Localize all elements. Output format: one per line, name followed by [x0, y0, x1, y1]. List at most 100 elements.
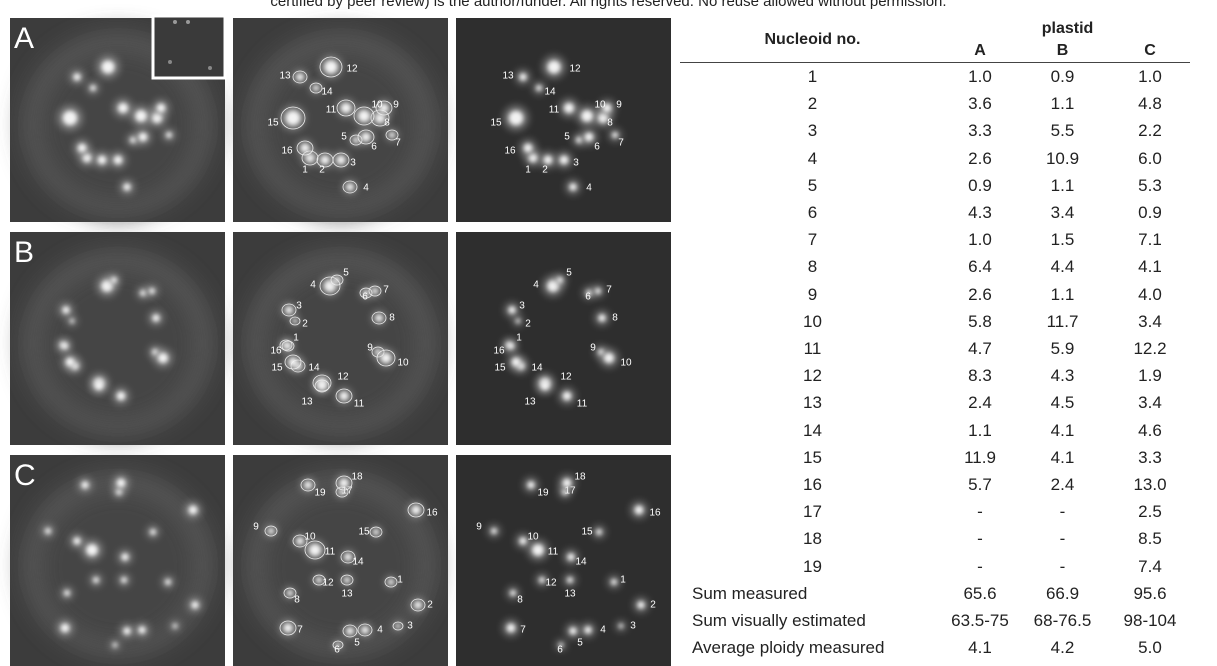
micrograph-grid: A123456789101112131415161234567891011121…: [0, 0, 675, 666]
cell: 1.1: [945, 417, 1015, 444]
nucleoid-label: 16: [426, 508, 438, 519]
nucleoid: [528, 482, 535, 489]
row-label: 16: [680, 471, 945, 498]
nucleoid: [596, 529, 602, 535]
nucleoid: [334, 277, 340, 283]
cell: 5.8: [945, 308, 1015, 335]
nucleoid: [325, 61, 338, 74]
nucleoid: [62, 343, 68, 349]
cell: 3.3: [1110, 444, 1190, 471]
nucleoid: [301, 144, 309, 152]
nucleoid-label: 14: [544, 87, 556, 98]
nucleoid-label: 18: [574, 472, 586, 483]
nucleoid: [96, 383, 103, 390]
nucleoid-label: 14: [575, 557, 587, 568]
nucleoid: [568, 554, 575, 561]
nucleoid: [612, 132, 618, 138]
nucleoid: [289, 358, 297, 366]
cell: 1.1: [1015, 172, 1110, 199]
nucleoid-label: 16: [649, 508, 661, 519]
cell: 68-76.5: [1015, 607, 1110, 634]
cell: 66.9: [1015, 580, 1110, 607]
micrograph-tile: 12345678910111213141516: [456, 18, 671, 222]
nucleoid: [149, 288, 155, 294]
row-label: 10: [680, 308, 945, 335]
nucleoid-label: 3: [519, 301, 525, 312]
cell: 4.1: [1110, 253, 1190, 280]
nucleoid-label: 4: [377, 625, 383, 636]
nucleoid: [372, 288, 378, 294]
nucleoid: [585, 627, 592, 634]
cell: 4.1: [945, 634, 1015, 661]
row-label: 17: [680, 498, 945, 525]
cell: 4.3: [1015, 362, 1110, 389]
nucleoid-label: 6: [594, 142, 600, 153]
table-row: 18--8.5: [680, 525, 1190, 552]
nucleoid: [78, 144, 86, 152]
nucleoid: [139, 627, 146, 634]
nucleoid-label: 4: [363, 183, 369, 194]
nucleoid: [157, 104, 165, 112]
nucleoid: [638, 602, 645, 609]
nucleoid-label: 15: [494, 363, 506, 374]
nucleoid: [542, 383, 549, 390]
row-label: 13: [680, 389, 945, 416]
cell: 4.4: [1015, 253, 1110, 280]
nucleoid-label: 14: [531, 363, 543, 374]
nucleoid-label: 12: [569, 64, 581, 75]
nucleoid-label: 3: [573, 158, 579, 169]
table-row: 165.72.413.0: [680, 471, 1190, 498]
nucleoid: [388, 579, 394, 585]
nucleoid: [189, 506, 197, 514]
group-header: plastid: [945, 18, 1190, 40]
nucleoid: [305, 482, 312, 489]
nucleoid: [319, 383, 326, 390]
nucleoid: [340, 392, 348, 400]
summary-row: Average ploidy measured4.14.25.0: [680, 634, 1190, 661]
cell: 1.0: [1110, 63, 1190, 91]
nucleoid-label: 9: [476, 522, 482, 533]
nucleoid: [150, 529, 156, 535]
nucleoid: [63, 111, 77, 125]
nucleoid-label: 1: [525, 165, 531, 176]
table-row: 132.44.53.4: [680, 389, 1190, 416]
inset-spot: [168, 60, 172, 64]
nucleoid: [124, 628, 131, 635]
nucleoid: [344, 577, 350, 583]
cell: 7.4: [1110, 553, 1190, 580]
cell: 2.2: [1110, 117, 1190, 144]
cell: 65.6: [945, 580, 1015, 607]
cell: 1.1: [1015, 281, 1110, 308]
nucleoid: [86, 544, 97, 555]
row-label: 19: [680, 553, 945, 580]
nucleoid-label: 5: [564, 132, 570, 143]
nucleoid-label: 4: [586, 183, 592, 194]
nucleoid-label: 6: [585, 292, 591, 303]
cell: 3.4: [1110, 308, 1190, 335]
nucleoid-label: 3: [296, 301, 302, 312]
nucleoid: [412, 506, 420, 514]
cell: -: [945, 553, 1015, 580]
nucleoid-label: 14: [352, 557, 364, 568]
nucleoid-label: 1: [302, 165, 308, 176]
nucleoid-label: 14: [308, 363, 320, 374]
cell: 2.4: [1015, 471, 1110, 498]
row-header: Nucleoid no.: [680, 18, 945, 63]
cell: 4.8: [1110, 90, 1190, 117]
nucleoid-label: 12: [337, 372, 349, 383]
nucleoid-label: 8: [384, 118, 390, 129]
cell: 1.0: [945, 63, 1015, 91]
nucleoid-label: 8: [294, 595, 300, 606]
nucleoid: [595, 288, 601, 294]
nucleoid: [532, 544, 543, 555]
nucleoid: [557, 277, 563, 283]
nucleoid: [285, 343, 291, 349]
row-label: 14: [680, 417, 945, 444]
cell: 1.1: [1015, 90, 1110, 117]
nucleoid-label: 5: [343, 268, 349, 279]
nucleoid-label: 6: [371, 142, 377, 153]
